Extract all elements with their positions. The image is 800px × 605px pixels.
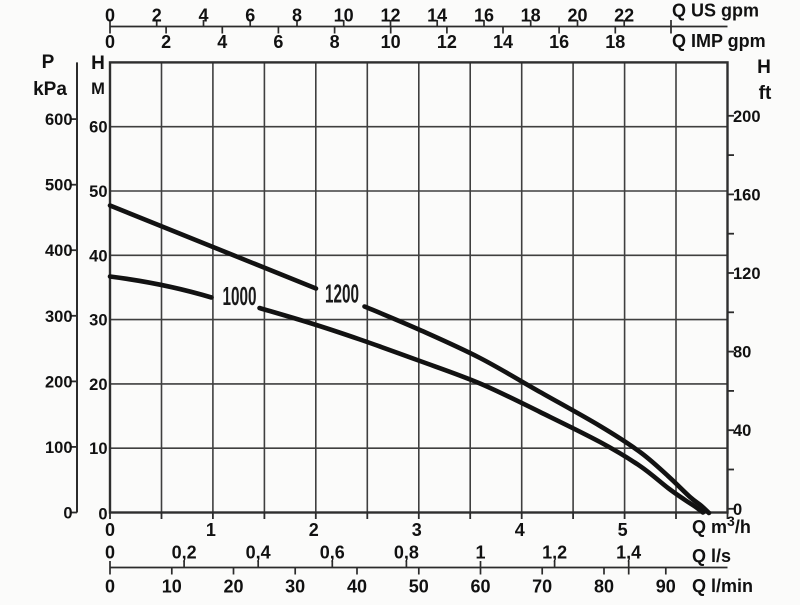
svg-text:0: 0 xyxy=(98,506,107,524)
svg-text:0: 0 xyxy=(105,543,115,563)
svg-text:0,8: 0,8 xyxy=(394,543,419,563)
svg-text:40: 40 xyxy=(733,422,751,440)
svg-text:10: 10 xyxy=(162,577,182,597)
svg-text:Q US gpm: Q US gpm xyxy=(672,1,759,21)
svg-text:40: 40 xyxy=(347,577,367,597)
svg-text:2: 2 xyxy=(309,520,319,540)
svg-text:70: 70 xyxy=(532,577,552,597)
svg-text:0,4: 0,4 xyxy=(246,543,271,563)
svg-text:0: 0 xyxy=(105,6,115,26)
svg-text:200: 200 xyxy=(733,108,761,126)
svg-text:1200: 1200 xyxy=(325,281,359,309)
svg-text:6: 6 xyxy=(245,6,255,26)
svg-text:1000: 1000 xyxy=(223,283,257,311)
svg-text:8: 8 xyxy=(330,32,340,52)
svg-text:50: 50 xyxy=(89,183,107,201)
svg-text:90: 90 xyxy=(656,577,676,597)
svg-text:12: 12 xyxy=(380,6,400,26)
svg-text:10: 10 xyxy=(89,440,107,458)
svg-text:0: 0 xyxy=(105,520,115,540)
svg-text:160: 160 xyxy=(733,186,761,204)
svg-text:5: 5 xyxy=(618,520,628,540)
svg-text:200: 200 xyxy=(45,373,73,391)
svg-text:18: 18 xyxy=(521,6,541,26)
svg-text:6: 6 xyxy=(273,32,283,52)
svg-text:18: 18 xyxy=(605,32,625,52)
svg-text:H: H xyxy=(757,57,771,78)
svg-text:P: P xyxy=(42,52,55,73)
svg-text:40: 40 xyxy=(89,247,107,265)
svg-text:1: 1 xyxy=(475,543,485,563)
svg-text:300: 300 xyxy=(45,308,73,326)
svg-text:2: 2 xyxy=(152,6,162,26)
svg-text:Q l/s: Q l/s xyxy=(692,546,731,566)
svg-text:Q l/min: Q l/min xyxy=(692,576,753,596)
svg-text:Q IMP gpm: Q IMP gpm xyxy=(672,31,766,51)
svg-text:0,6: 0,6 xyxy=(320,543,345,563)
svg-text:2: 2 xyxy=(161,32,171,52)
svg-text:22: 22 xyxy=(614,6,634,26)
svg-text:4: 4 xyxy=(515,520,525,540)
svg-text:1,4: 1,4 xyxy=(616,543,641,563)
svg-text:600: 600 xyxy=(45,111,73,129)
svg-text:ft: ft xyxy=(759,83,772,104)
svg-text:20: 20 xyxy=(89,376,107,394)
svg-text:120: 120 xyxy=(733,265,761,283)
svg-text:М: М xyxy=(91,80,105,98)
svg-text:16: 16 xyxy=(549,32,569,52)
svg-text:4: 4 xyxy=(198,6,208,26)
svg-text:10: 10 xyxy=(334,6,354,26)
svg-text:60: 60 xyxy=(89,119,107,137)
svg-text:30: 30 xyxy=(285,577,305,597)
svg-text:20: 20 xyxy=(223,577,243,597)
svg-text:50: 50 xyxy=(409,577,429,597)
svg-text:8: 8 xyxy=(292,6,302,26)
svg-text:10: 10 xyxy=(381,32,401,52)
svg-text:0: 0 xyxy=(105,32,115,52)
svg-text:1: 1 xyxy=(206,520,216,540)
svg-text:0: 0 xyxy=(733,501,742,519)
svg-text:3: 3 xyxy=(412,520,422,540)
svg-text:100: 100 xyxy=(45,439,73,457)
svg-text:500: 500 xyxy=(45,177,73,195)
svg-text:20: 20 xyxy=(567,6,587,26)
svg-text:16: 16 xyxy=(474,6,494,26)
svg-text:1,2: 1,2 xyxy=(542,543,567,563)
svg-text:30: 30 xyxy=(89,312,107,330)
svg-text:80: 80 xyxy=(733,344,751,362)
svg-text:0: 0 xyxy=(63,505,72,523)
svg-text:0: 0 xyxy=(105,577,115,597)
svg-text:Q m3/h: Q m3/h xyxy=(692,513,751,537)
svg-text:12: 12 xyxy=(437,32,457,52)
svg-text:14: 14 xyxy=(493,32,513,52)
svg-text:0,2: 0,2 xyxy=(172,543,197,563)
svg-text:80: 80 xyxy=(594,577,614,597)
svg-text:kPa: kPa xyxy=(33,79,67,100)
svg-text:4: 4 xyxy=(217,32,227,52)
svg-text:60: 60 xyxy=(470,577,490,597)
svg-text:14: 14 xyxy=(427,6,447,26)
svg-text:H: H xyxy=(91,53,105,74)
svg-text:400: 400 xyxy=(45,242,73,260)
